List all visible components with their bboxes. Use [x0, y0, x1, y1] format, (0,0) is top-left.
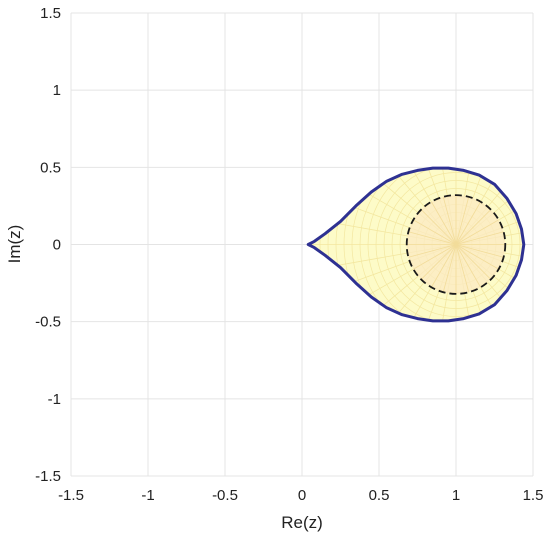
x-tick-label: -1.5	[58, 487, 84, 504]
mesh-ring	[359, 168, 524, 321]
inner-mesh-ray	[455, 244, 481, 288]
mesh-ray	[455, 168, 524, 245]
mesh-ray	[308, 168, 457, 245]
mesh-ring	[327, 168, 524, 321]
y-tick-labels: -1.5 -1 -0.5 0 0.5 1 1.5	[35, 5, 61, 485]
inner-mesh-ray	[420, 244, 457, 280]
y-tick-label: 1	[53, 82, 61, 99]
y-tick-label: 1.5	[40, 5, 61, 22]
inner-mesh-ray	[442, 244, 457, 293]
mesh-ray	[455, 244, 524, 297]
x-tick-label: 0	[298, 487, 306, 504]
inner-mesh-ray	[413, 219, 457, 245]
y-tick-label: -1	[48, 391, 61, 408]
x-tick-labels: -1.5 -1 -0.5 0 0.5 1 1.5	[58, 487, 543, 504]
mesh-ring	[367, 168, 524, 321]
series-teardrop-boundary	[306, 166, 526, 323]
inner-mesh-ray	[408, 244, 457, 258]
y-tick-label: 0	[53, 237, 61, 254]
inner-mesh-ray	[408, 231, 457, 245]
mesh-ring	[375, 168, 524, 321]
mesh-ring	[383, 172, 524, 317]
inner-mesh-ray	[455, 196, 470, 245]
x-tick-label: 1.5	[523, 487, 544, 504]
mesh-ring	[351, 168, 524, 321]
mesh-ray	[308, 168, 457, 245]
inner-mesh-ray	[455, 219, 499, 245]
inner-mesh-ray	[455, 231, 504, 245]
series-overlay	[306, 166, 526, 323]
y-tick-label: -1.5	[35, 468, 61, 485]
y-axis-label: Im(z)	[5, 225, 24, 264]
x-axis-label: Re(z)	[281, 513, 323, 532]
x-tick-label: -1	[141, 487, 154, 504]
inner-mesh-ray	[431, 201, 457, 245]
inner-mesh-ray	[455, 201, 481, 245]
series-dashed-circle	[405, 194, 507, 295]
inner-mesh-ray	[455, 209, 492, 245]
inner-mesh-ray	[455, 244, 492, 280]
inner-mesh-ray	[442, 196, 457, 245]
mesh-ray	[455, 244, 524, 321]
mesh-ring	[319, 168, 524, 321]
inner-mesh-ray	[420, 209, 457, 245]
mesh-ray	[455, 168, 509, 245]
mesh-ring	[391, 180, 521, 309]
mesh-ring	[335, 168, 524, 321]
x-tick-label: -0.5	[212, 487, 238, 504]
inner-mesh-ray	[431, 244, 457, 288]
y-tick-label: 0.5	[40, 159, 61, 176]
mesh-ray	[308, 244, 457, 321]
inner-mesh-ray	[455, 244, 499, 270]
mesh-ray	[403, 244, 457, 321]
mesh-ray	[455, 244, 524, 321]
x-tick-label: 0.5	[369, 487, 390, 504]
mesh-ring	[399, 188, 513, 301]
inner-mesh-ray	[455, 244, 504, 258]
inner-mesh-ray	[455, 244, 470, 293]
inner-mesh-ray	[413, 244, 457, 270]
mesh-ray	[455, 168, 524, 245]
x-tick-label: 1	[452, 487, 460, 504]
mesh-ring	[343, 168, 524, 321]
mesh-ring	[311, 168, 524, 321]
y-tick-label: -0.5	[35, 314, 61, 331]
